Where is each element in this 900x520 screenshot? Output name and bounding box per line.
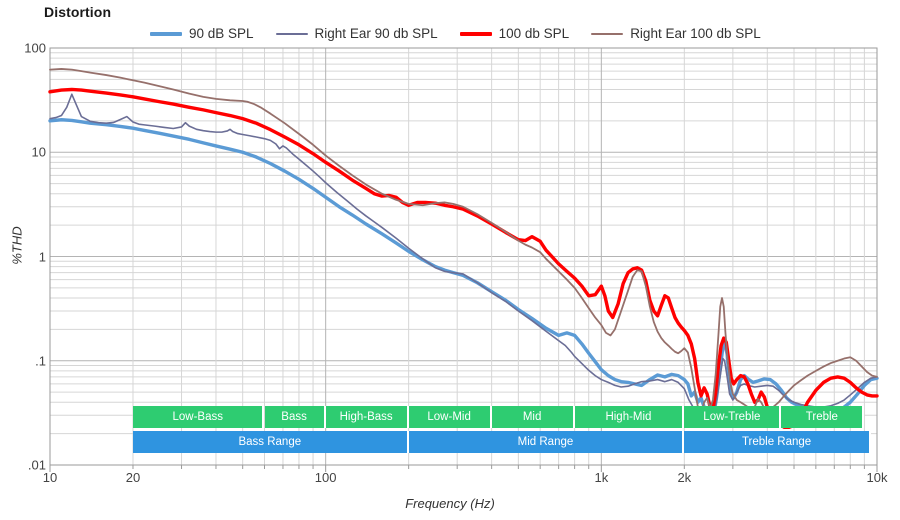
y-axis-tick-label: 10 [31,144,46,160]
legend-swatch-icon [150,31,182,36]
series-line-1 [48,118,879,422]
frequency-band: Treble [781,406,865,428]
frequency-band: Low-Mid [408,406,492,428]
y-axis-tick-label: .01 [27,457,46,473]
legend-label: Right Ear 100 db SPL [630,26,761,41]
frequency-band: Bass [264,406,326,428]
legend-label: Right Ear 90 db SPL [314,26,438,41]
legend-swatch-icon [459,31,492,36]
x-axis-tick-label: 10 [42,470,58,485]
legend-swatch-icon [591,32,624,35]
x-axis-tick-label: 10k [866,470,888,485]
frequency-band: Treble Range [684,431,871,453]
frequency-band: Mid [491,406,575,428]
y-axis-tick-label: .1 [35,353,46,369]
frequency-band: Mid Range [408,431,685,453]
y-axis-tick-label: 1 [38,249,46,264]
x-axis-tick-label: 2k [677,470,692,485]
frequency-band: Low-Bass [132,406,265,428]
frequency-band: High-Mid [574,406,685,428]
chart-legend: 90 dB SPL Right Ear 90 db SPL 100 db SPL Ri… [150,26,761,41]
page-title: Distortion [44,4,112,20]
series-line-3 [48,87,879,429]
legend-label: 90 dB SPL [189,26,254,41]
y-axis-tick-label: 100 [24,40,46,56]
y-axis-label: %THD [9,226,25,265]
legend-item-3[interactable]: 100 db SPL [459,26,570,41]
plot-border [49,47,878,466]
frequency-band: High-Bass [325,406,409,428]
x-axis-tick-label: 1k [594,470,609,485]
legend-item-2[interactable]: Right Ear 90 db SPL [275,26,438,41]
legend-swatch-icon [275,32,308,35]
frequency-band: Bass Range [132,431,409,453]
x-axis-tick-label: 100 [314,470,337,485]
x-axis-tick-label: 20 [125,470,141,485]
frequency-band: Low-Treble [684,406,782,428]
legend-item-4[interactable]: Right Ear 100 db SPL [591,26,761,41]
legend-item-1[interactable]: 90 dB SPL [150,26,254,41]
y-axis-ticks: 100 10 1 .1 .01 [0,0,46,520]
x-axis-label: Frequency (Hz) [405,496,495,511]
legend-label: 100 db SPL [498,26,570,41]
